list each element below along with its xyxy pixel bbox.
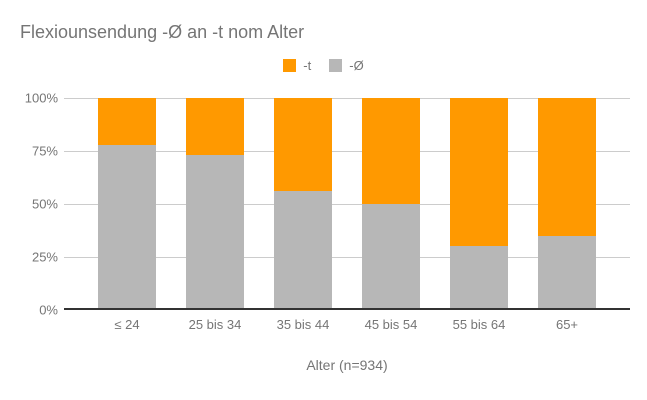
bar-55-bis-64[interactable]	[450, 98, 508, 310]
bar-segment-t[interactable]	[98, 98, 156, 145]
plot-area	[64, 98, 630, 310]
x-axis-category-label: ≤ 24	[114, 317, 140, 332]
bar-segment-null[interactable]	[538, 235, 596, 310]
bar-segment-t[interactable]	[362, 98, 420, 204]
bar-45-bis-54[interactable]	[362, 98, 420, 310]
gridline	[64, 151, 630, 152]
gridline	[64, 257, 630, 258]
bar-segment-t[interactable]	[274, 98, 332, 192]
bar-35-bis-44[interactable]	[274, 98, 332, 310]
x-axis-category-label: 65+	[555, 317, 579, 332]
x-axis-category-label: 35 bis 44	[276, 317, 330, 332]
x-axis-category-label: 25 bis 34	[188, 317, 242, 332]
legend-swatch-null-icon	[329, 59, 343, 72]
x-axis-title: Alter (n=934)	[306, 357, 388, 373]
y-axis-tick-label: 100%	[24, 90, 58, 106]
bar-segment-t[interactable]	[186, 98, 244, 156]
y-axis-tick-label: 25%	[31, 249, 58, 265]
gridline	[64, 204, 630, 205]
bar-segment-null[interactable]	[450, 246, 508, 310]
gridline	[64, 98, 630, 99]
bar-segment-t[interactable]	[450, 98, 508, 247]
legend-label-null: -Ø	[349, 58, 364, 73]
y-axis: 0% 25% 50% 75% 100%	[0, 91, 58, 318]
y-axis-tick-label: 0%	[39, 302, 58, 318]
bar-segment-null[interactable]	[274, 191, 332, 310]
bar-segment-null[interactable]	[98, 144, 156, 310]
y-axis-tick-label: 50%	[31, 196, 58, 212]
bar-25-bis-34[interactable]	[186, 98, 244, 310]
legend-swatch-t-icon	[283, 59, 297, 72]
x-axis-category-label: 45 bis 54	[364, 317, 418, 332]
bar-segment-t[interactable]	[538, 98, 596, 236]
chart-title: Flexiounsendung -Ø an -t nom Alter	[20, 22, 305, 42]
x-axis-baseline	[64, 308, 630, 310]
bar-65+[interactable]	[538, 98, 596, 310]
legend-item-null[interactable]: -Ø	[329, 58, 364, 73]
bar-≤-24[interactable]	[98, 98, 156, 310]
gridlines	[64, 98, 630, 310]
x-axis-labels: ≤ 24 25 bis 34 35 bis 44 45 bis 54 55 bis 64…	[64, 317, 630, 332]
legend-label-t: -t	[303, 58, 312, 73]
legend: -t -Ø	[0, 58, 647, 73]
bar-segment-null[interactable]	[186, 155, 244, 310]
x-axis-category-label: 55 bis 64	[452, 317, 506, 332]
legend-item-t[interactable]: -t	[283, 58, 311, 73]
bars-container	[64, 98, 630, 310]
bar-segment-null[interactable]	[362, 204, 420, 310]
y-axis-tick-label: 75%	[31, 143, 58, 159]
